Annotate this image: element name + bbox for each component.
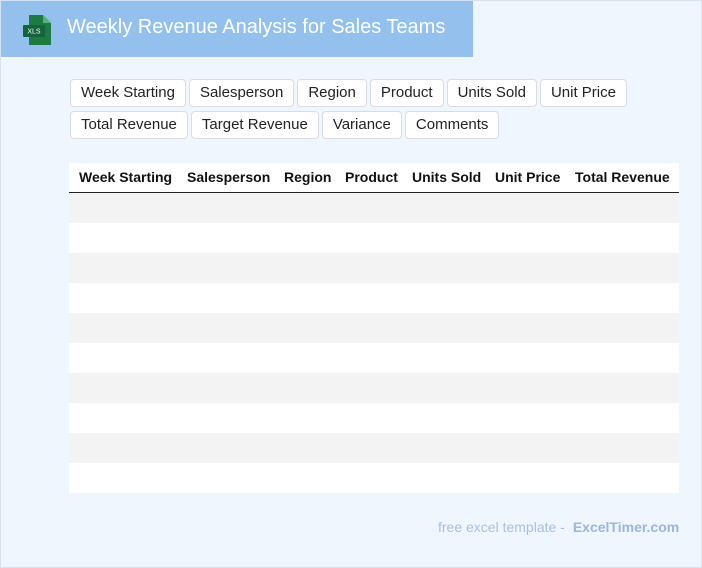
field-chip[interactable]: Product — [369, 79, 444, 107]
column-header: Salesperson — [187, 169, 271, 185]
column-header: Unit Price — [495, 169, 561, 185]
column-header: Region — [284, 169, 332, 185]
footer-text: free excel template - — [438, 519, 565, 535]
field-chip[interactable]: Salesperson — [188, 79, 295, 107]
field-chip[interactable]: Units Sold — [446, 79, 537, 107]
header-bar: XLS Weekly Revenue Analysis for Sales Te… — [1, 1, 473, 57]
field-chip[interactable]: Variance — [321, 111, 402, 139]
field-chip[interactable]: Unit Price — [539, 79, 627, 107]
table-row — [69, 373, 679, 403]
table-row — [69, 283, 679, 313]
field-chip[interactable]: Total Revenue — [70, 111, 188, 139]
table-row — [69, 433, 679, 463]
table: Week Starting Salesperson Region Product Uni… — [69, 163, 679, 493]
column-header: Product — [345, 169, 398, 185]
table-header: Week Starting Salesperson Region Product Uni… — [69, 163, 679, 193]
column-header: Week Starting — [79, 169, 173, 185]
xls-icon: XLS — [23, 15, 51, 45]
table-body — [69, 193, 679, 493]
footer-brand[interactable]: ExcelTimer.com — [572, 519, 680, 535]
column-header: Units Sold — [412, 169, 482, 185]
footer: free excel template - ExcelTimer.com — [438, 519, 679, 535]
table-row — [69, 223, 679, 253]
table-row — [69, 463, 679, 493]
field-chip[interactable]: Comments — [404, 111, 500, 139]
table-row — [69, 403, 679, 433]
page-title: Weekly Revenue Analysis for Sales Teams — [67, 16, 446, 38]
table-row — [69, 343, 679, 373]
table-row — [69, 313, 679, 343]
icon-label: XLS — [27, 28, 41, 35]
column-header: Total Revenue — [575, 169, 670, 185]
table-row — [69, 253, 679, 283]
field-chip[interactable]: Region — [297, 79, 367, 107]
table-row — [69, 193, 679, 223]
field-chip[interactable]: Target Revenue — [190, 111, 319, 139]
field-chip[interactable]: Week Starting — [70, 79, 186, 107]
field-chips: Week Starting Salesperson Region Product Uni… — [70, 79, 630, 139]
